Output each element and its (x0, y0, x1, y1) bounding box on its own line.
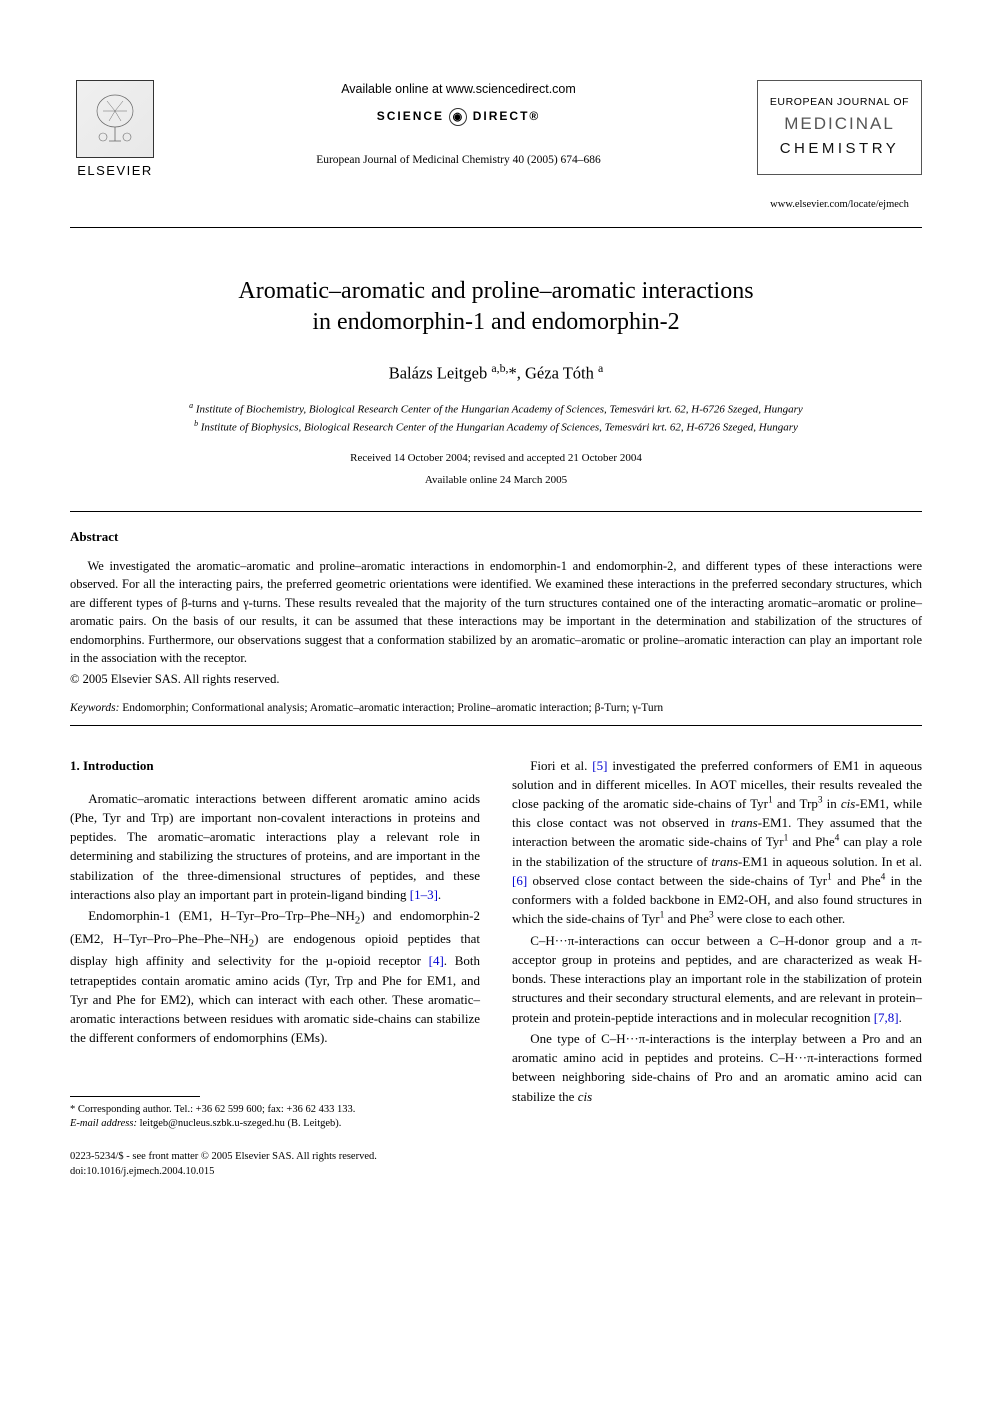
corresponding-footnote: * Corresponding author. Tel.: +36 62 599… (70, 1103, 480, 1132)
footer-doi: doi:10.1016/j.ejmech.2004.10.015 (70, 1165, 922, 1180)
right-column: Fiori et al. [5] investigated the prefer… (512, 756, 922, 1132)
sd-left: SCIENCE (377, 109, 444, 123)
ref-link-5[interactable]: [5] (592, 758, 607, 773)
abstract-bottom-rule (70, 725, 922, 726)
abstract-heading: Abstract (70, 528, 922, 547)
right-para-3: One type of C–H···π-interactions is the … (512, 1029, 922, 1106)
keywords-text: Endomorphin; Conformational analysis; Ar… (122, 702, 663, 714)
affil-a: Institute of Biochemistry, Biological Re… (196, 403, 803, 415)
page-footer: 0223-5234/$ - see front matter © 2005 El… (70, 1150, 922, 1179)
keywords-label: Keywords: (70, 702, 119, 714)
center-header: Available online at www.sciencedirect.co… (160, 80, 757, 169)
journal-citation: European Journal of Medicinal Chemistry … (180, 152, 737, 169)
left-para-2: Endomorphin-1 (EM1, H–Tyr–Pro–Trp–Phe–NH… (70, 906, 480, 1047)
journal-url: www.elsevier.com/locate/ejmech (757, 197, 922, 212)
online-date: Available online 24 March 2005 (70, 473, 922, 489)
affiliations: a Institute of Biochemistry, Biological … (70, 400, 922, 437)
footnote-email-line: E-mail address: leitgeb@nucleus.szbk.u-s… (70, 1117, 480, 1132)
footnote-corr: * Corresponding author. Tel.: +36 62 599… (70, 1103, 480, 1118)
left-para-1: Aromatic–aromatic interactions between d… (70, 789, 480, 904)
page-header: ELSEVIER Available online at www.science… (70, 80, 922, 212)
section-1-heading: 1. Introduction (70, 756, 480, 775)
abstract-body: We investigated the aromatic–aromatic an… (70, 557, 922, 668)
availability-text: Available online at www.sciencedirect.co… (180, 80, 737, 98)
received-dates: Received 14 October 2004; revised and ac… (70, 451, 922, 467)
header-rule (70, 227, 922, 228)
ref-link-7-8[interactable]: [7,8] (874, 1010, 899, 1025)
keywords: Keywords: Endomorphin; Conformational an… (70, 700, 922, 717)
article-title: Aromatic–aromatic and proline–aromatic i… (70, 276, 922, 338)
elsevier-logo: ELSEVIER (70, 80, 160, 181)
body-columns: 1. Introduction Aromatic–aromatic intera… (70, 756, 922, 1132)
affil-b: Institute of Biophysics, Biological Rese… (201, 422, 798, 434)
journal-name-line1: EUROPEAN JOURNAL OF (764, 95, 915, 110)
sd-compass-icon: ◉ (449, 108, 467, 126)
journal-name-box: EUROPEAN JOURNAL OF MEDICINAL CHEMISTRY (757, 80, 922, 175)
title-line2: in endomorphin-1 and endomorphin-2 (312, 309, 679, 335)
left-column: 1. Introduction Aromatic–aromatic intera… (70, 756, 480, 1132)
authors: Balázs Leitgeb a,b,*, Géza Tóth a (70, 360, 922, 385)
title-line1: Aromatic–aromatic and proline–aromatic i… (238, 278, 753, 304)
right-para-2: C–H···π-interactions can occur between a… (512, 931, 922, 1027)
journal-name-line3: CHEMISTRY (764, 138, 915, 160)
sciencedirect-logo: SCIENCE ◉ DIRECT® (180, 108, 737, 126)
right-para-1: Fiori et al. [5] investigated the prefer… (512, 756, 922, 929)
footnote-email-label: E-mail address: (70, 1118, 137, 1129)
ref-link-1-3[interactable]: [1–3] (410, 887, 438, 902)
footer-front-matter: 0223-5234/$ - see front matter © 2005 El… (70, 1150, 922, 1165)
ref-link-6[interactable]: [6] (512, 873, 527, 888)
journal-box: EUROPEAN JOURNAL OF MEDICINAL CHEMISTRY … (757, 80, 922, 212)
abstract-top-rule (70, 511, 922, 512)
elsevier-tree-icon (76, 80, 154, 158)
abstract-copyright: © 2005 Elsevier SAS. All rights reserved… (70, 670, 922, 688)
ref-link-4[interactable]: [4] (429, 953, 444, 968)
sd-right: DIRECT® (473, 109, 541, 123)
elsevier-label: ELSEVIER (77, 162, 153, 181)
footnote-email: leitgeb@nucleus.szbk.u-szeged.hu (B. Lei… (140, 1118, 342, 1129)
journal-name-line2: MEDICINAL (764, 112, 915, 137)
footnote-separator (70, 1096, 200, 1097)
